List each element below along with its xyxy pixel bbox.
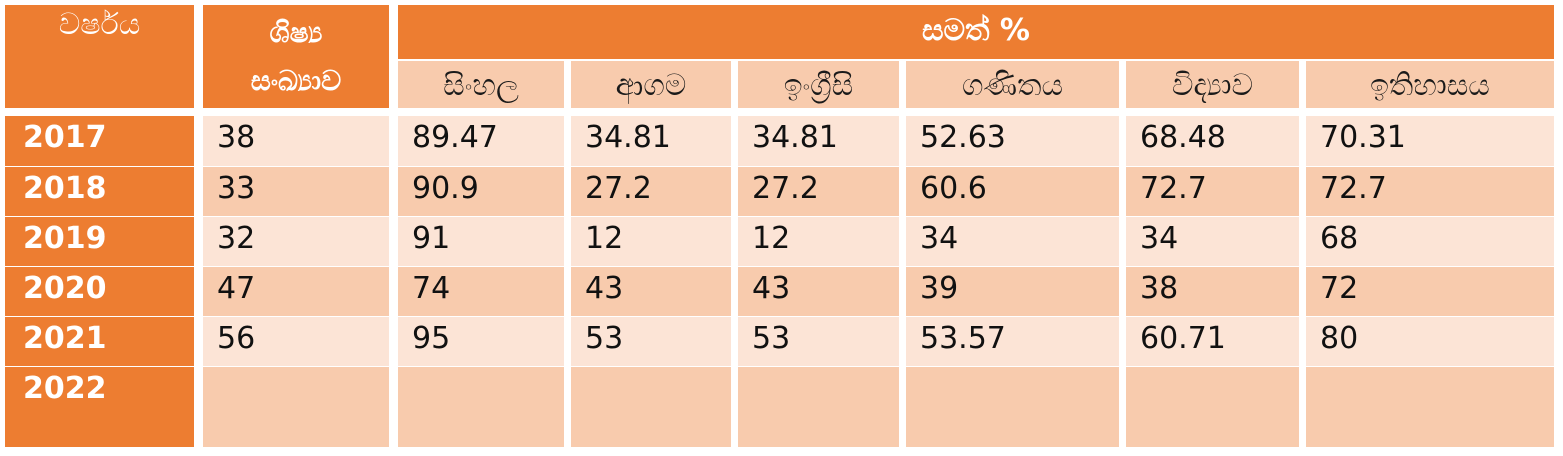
value-cell: 38 bbox=[1126, 267, 1299, 316]
value-cell: 39 bbox=[906, 267, 1119, 316]
row-year: 2020 bbox=[5, 267, 194, 316]
subject-header: ආගම bbox=[571, 61, 731, 108]
student-count-cell: 38 bbox=[203, 116, 389, 166]
subject-header: සිංහල bbox=[398, 61, 564, 108]
value-cell: 90.9 bbox=[398, 167, 564, 216]
value-cell bbox=[571, 367, 731, 447]
value-cell: 70.31 bbox=[1306, 116, 1554, 166]
header-pass-percentage: සමත් % bbox=[398, 5, 1554, 59]
value-cell bbox=[398, 367, 564, 447]
value-cell: 27.2 bbox=[738, 167, 899, 216]
row-year: 2017 bbox=[5, 116, 194, 166]
student-count-cell: 56 bbox=[203, 317, 389, 366]
value-cell: 60.6 bbox=[906, 167, 1119, 216]
subject-header: ඉතිහාසය bbox=[1306, 61, 1554, 108]
value-cell bbox=[906, 367, 1119, 447]
student-count-cell: 33 bbox=[203, 167, 389, 216]
value-cell: 72.7 bbox=[1126, 167, 1299, 216]
value-cell: 68.48 bbox=[1126, 116, 1299, 166]
value-cell: 34.81 bbox=[571, 116, 731, 166]
header-student-count-line1: ශිෂ්‍ය bbox=[269, 16, 323, 49]
value-cell: 53.57 bbox=[906, 317, 1119, 366]
header-year: වර්ෂය bbox=[5, 5, 194, 108]
row-year: 2018 bbox=[5, 167, 194, 216]
value-cell: 34 bbox=[906, 217, 1119, 266]
value-cell: 27.2 bbox=[571, 167, 731, 216]
value-cell: 12 bbox=[738, 217, 899, 266]
student-count-cell bbox=[203, 367, 389, 447]
value-cell bbox=[1306, 367, 1554, 447]
value-cell: 68 bbox=[1306, 217, 1554, 266]
subject-header: ගණිතය bbox=[906, 61, 1119, 108]
value-cell: 34.81 bbox=[738, 116, 899, 166]
value-cell: 60.71 bbox=[1126, 317, 1299, 366]
student-count-cell: 47 bbox=[203, 267, 389, 316]
value-cell: 53 bbox=[571, 317, 731, 366]
value-cell: 52.63 bbox=[906, 116, 1119, 166]
subject-header: ඉංග්‍රීසි bbox=[738, 61, 899, 108]
value-cell: 72 bbox=[1306, 267, 1554, 316]
value-cell: 43 bbox=[571, 267, 731, 316]
student-count-cell: 32 bbox=[203, 217, 389, 266]
row-year: 2021 bbox=[5, 317, 194, 366]
value-cell bbox=[738, 367, 899, 447]
value-cell: 53 bbox=[738, 317, 899, 366]
value-cell: 72.7 bbox=[1306, 167, 1554, 216]
header-student-count: ශිෂ්‍ය සංඛ්‍යාව bbox=[203, 5, 389, 108]
value-cell: 34 bbox=[1126, 217, 1299, 266]
row-year: 2019 bbox=[5, 217, 194, 266]
subject-header: විද්‍යාව bbox=[1126, 61, 1299, 108]
value-cell: 80 bbox=[1306, 317, 1554, 366]
value-cell: 89.47 bbox=[398, 116, 564, 166]
value-cell bbox=[1126, 367, 1299, 447]
value-cell: 43 bbox=[738, 267, 899, 316]
value-cell: 91 bbox=[398, 217, 564, 266]
value-cell: 12 bbox=[571, 217, 731, 266]
value-cell: 74 bbox=[398, 267, 564, 316]
value-cell: 95 bbox=[398, 317, 564, 366]
row-year: 2022 bbox=[5, 367, 194, 447]
header-student-count-line2: සංඛ්‍යාව bbox=[250, 64, 342, 97]
